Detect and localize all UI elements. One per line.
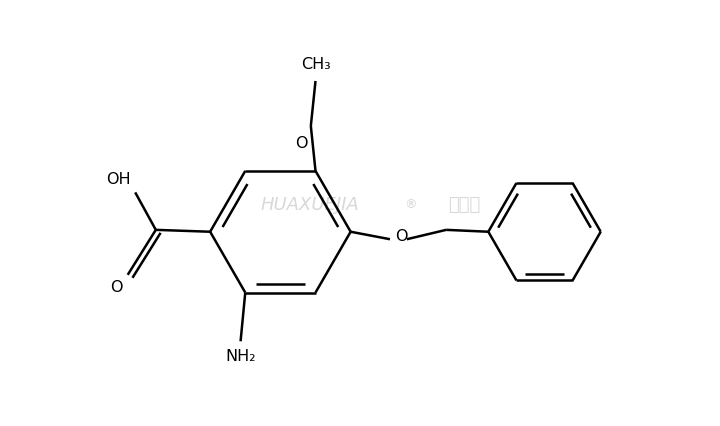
- Text: ®: ®: [404, 198, 416, 211]
- Text: O: O: [295, 136, 307, 151]
- Text: CH₃: CH₃: [302, 57, 331, 72]
- Text: 化学加: 化学加: [448, 196, 480, 214]
- Text: OH: OH: [106, 172, 130, 187]
- Text: O: O: [111, 280, 123, 296]
- Text: O: O: [395, 229, 408, 244]
- Text: NH₂: NH₂: [225, 349, 256, 364]
- Text: HUAXUEJIA: HUAXUEJIA: [261, 196, 359, 214]
